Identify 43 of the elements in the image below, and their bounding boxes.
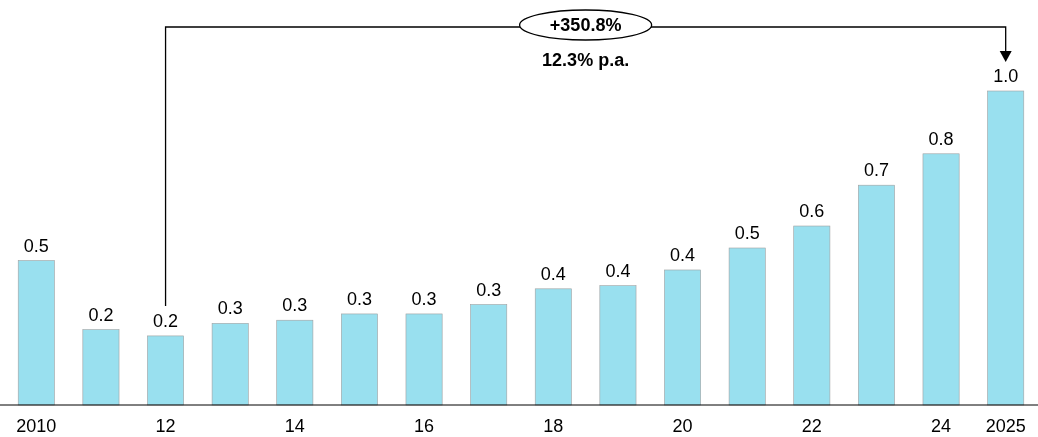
bar [793, 225, 831, 406]
bar [599, 285, 637, 406]
text: 12.3% p.a. [542, 50, 630, 70]
data-label: 0.3 [411, 288, 437, 309]
bar [341, 313, 378, 406]
x-tick-label: 16 [414, 416, 435, 436]
bar [728, 247, 766, 406]
bar [470, 304, 508, 406]
data-label: 0.4 [670, 244, 696, 265]
data-label: 0.2 [88, 304, 114, 325]
data-label: 0.2 [153, 310, 179, 331]
bar [858, 184, 895, 406]
data-label: 0.5 [734, 223, 760, 243]
data-label: 0.3 [476, 279, 502, 300]
bar [922, 153, 960, 406]
data-label: 0.6 [799, 201, 825, 222]
data-label: 1.0 [993, 66, 1019, 86]
x-tick-label: 24 [931, 416, 952, 436]
data-label: 0.7 [863, 160, 889, 181]
data-label: 0.4 [540, 263, 566, 284]
bar [405, 313, 443, 406]
x-tick-label: 14 [284, 416, 305, 436]
data-label: 0.4 [605, 260, 631, 281]
text: +350.8% [549, 15, 622, 35]
x-tick-label: 2025 [985, 416, 1026, 436]
x-tick-label: 2010 [16, 416, 57, 436]
bar [82, 329, 120, 406]
data-label: 0.3 [346, 288, 372, 309]
bar [147, 335, 184, 406]
x-tick-label: 20 [672, 416, 693, 436]
bar [664, 269, 701, 406]
data-label: 0.8 [928, 128, 954, 149]
data-label: 0.5 [23, 235, 49, 256]
bar [276, 319, 314, 406]
bar [17, 260, 55, 406]
bar [534, 288, 572, 406]
x-tick-label: 22 [801, 416, 822, 436]
data-label: 0.3 [217, 298, 243, 319]
x-tick-label: 12 [155, 416, 176, 436]
bar [987, 90, 1025, 406]
data-label: 0.3 [282, 295, 308, 316]
bar [211, 323, 249, 406]
x-tick-label: 18 [543, 416, 564, 436]
